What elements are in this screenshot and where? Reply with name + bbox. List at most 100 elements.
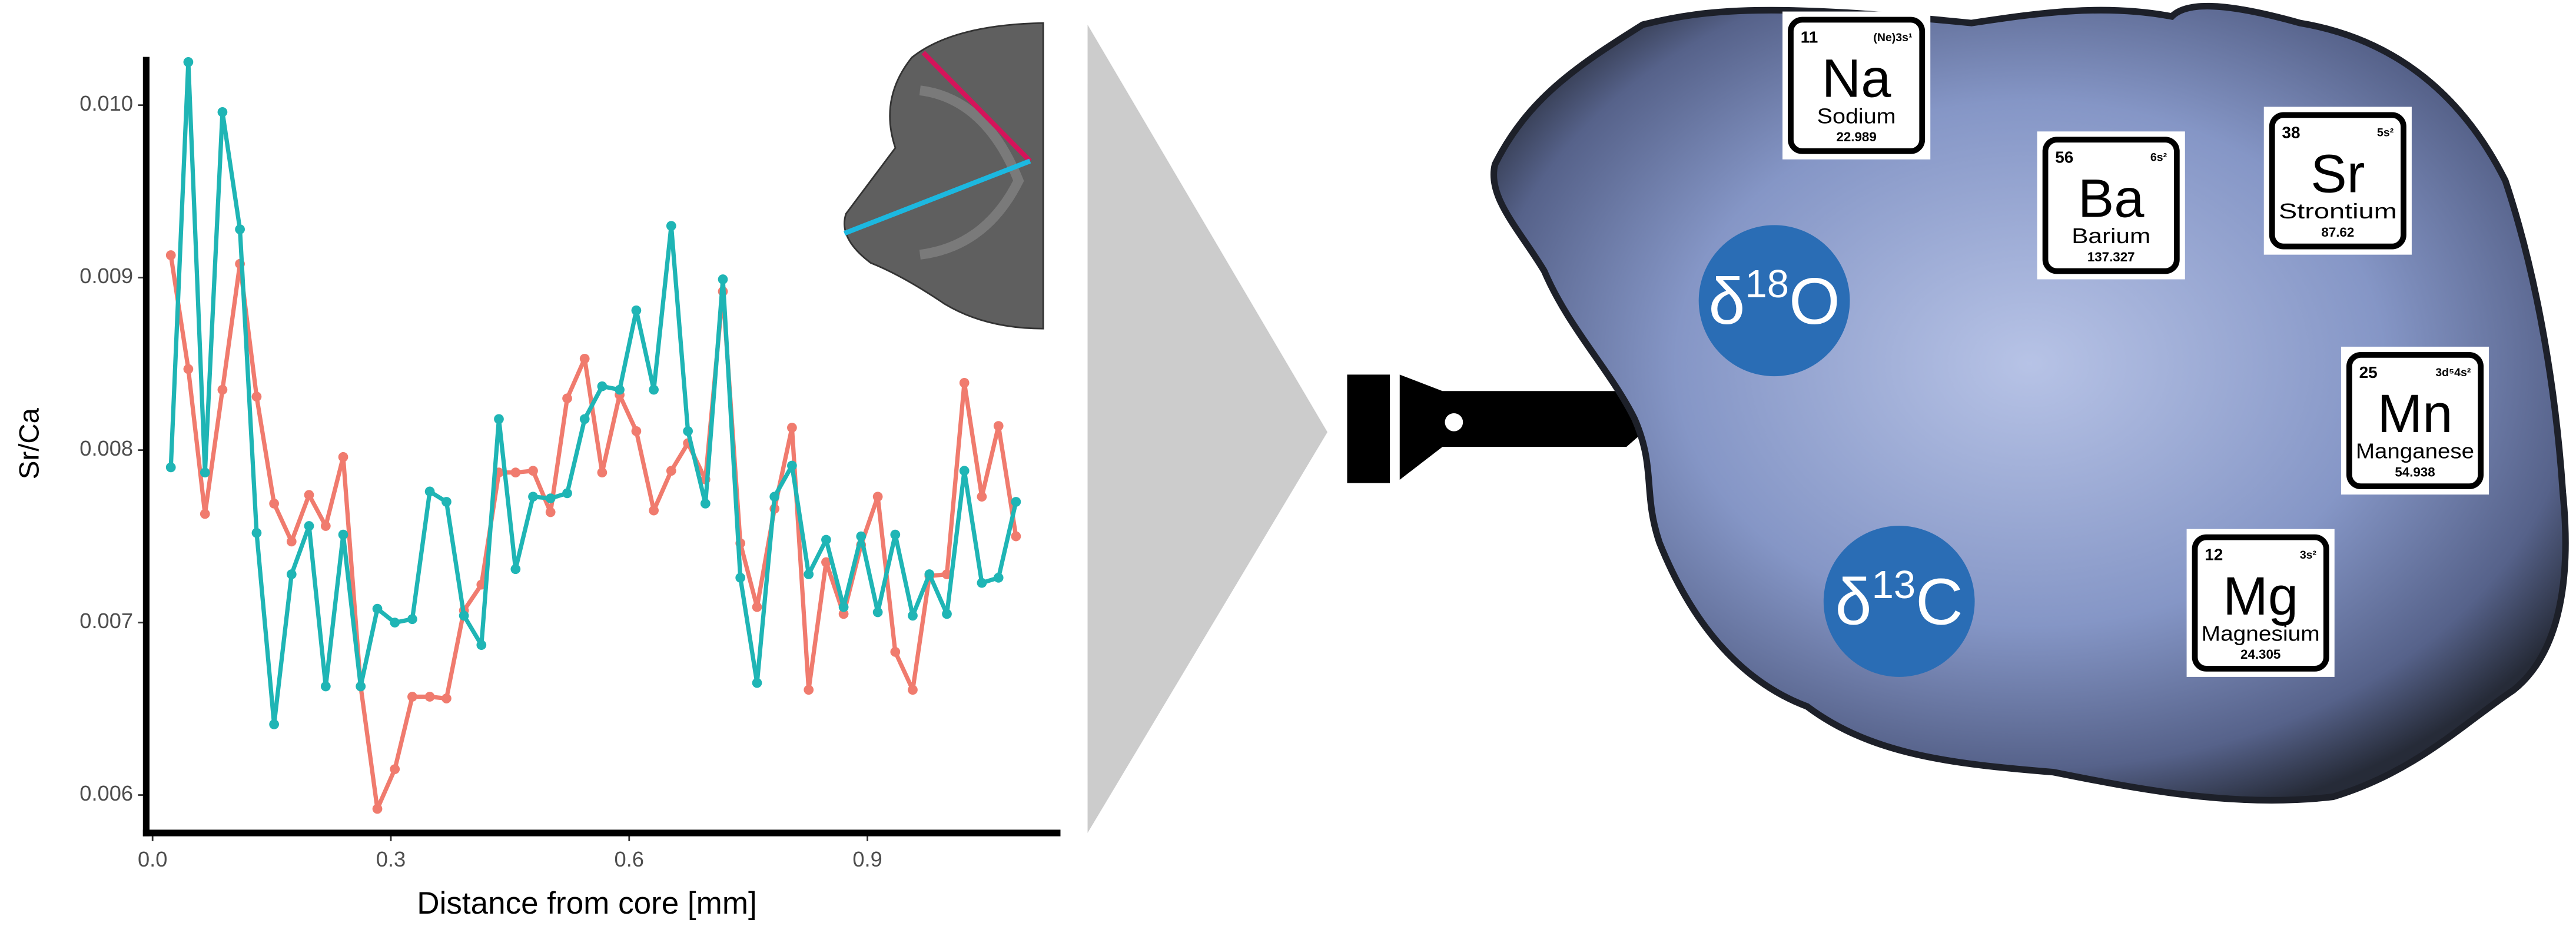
- data-point: [769, 492, 779, 502]
- data-point: [425, 692, 435, 702]
- data-point: [787, 461, 797, 471]
- data-point: [856, 532, 866, 542]
- data-point: [977, 492, 987, 502]
- data-point: [528, 492, 538, 502]
- atomic-number: 38: [2282, 123, 2300, 141]
- data-point: [321, 682, 331, 692]
- isotope-mass: 18: [1745, 262, 1789, 306]
- data-point: [321, 521, 331, 531]
- electron-config: 5s²: [2377, 127, 2394, 140]
- y-tick-label: 0.009: [79, 264, 133, 288]
- data-point: [390, 764, 400, 774]
- data-point: [890, 647, 900, 657]
- atomic-number: 11: [1801, 28, 1818, 47]
- y-tick-label: 0.008: [79, 436, 133, 460]
- element-tile: 385s²SrStrontium87.62: [2264, 107, 2412, 254]
- isotope-marker: δ18O: [1699, 225, 1850, 376]
- data-point: [752, 602, 762, 612]
- data-point: [873, 492, 883, 502]
- data-point: [287, 536, 297, 546]
- data-point: [908, 610, 918, 620]
- element-name: Sodium: [1817, 104, 1896, 128]
- electron-config: 3d⁵4s²: [2435, 366, 2471, 379]
- data-point: [287, 569, 297, 579]
- data-point: [356, 682, 366, 692]
- data-point: [666, 466, 676, 476]
- data-point: [494, 414, 504, 424]
- element-symbol: Ba: [2078, 168, 2145, 228]
- data-point: [235, 224, 245, 234]
- element-name: Manganese: [2356, 439, 2474, 463]
- data-point: [425, 487, 435, 497]
- data-point: [683, 426, 693, 436]
- electron-config: 6s²: [2150, 151, 2167, 164]
- x-axis-title: Distance from core [mm]: [417, 886, 756, 921]
- data-point: [338, 530, 348, 540]
- data-point: [597, 381, 608, 391]
- inset-otolith: [844, 23, 1043, 328]
- data-point: [269, 719, 279, 729]
- data-point: [304, 521, 314, 531]
- figure: 0.0060.0070.0080.0090.0100.00.30.60.9Dis…: [0, 0, 2576, 926]
- data-point: [1011, 532, 1021, 542]
- data-point: [701, 499, 711, 509]
- series-line: [171, 255, 1016, 809]
- data-point: [960, 378, 970, 388]
- atomic-mass: 87.62: [2321, 225, 2354, 240]
- data-point: [873, 608, 883, 618]
- data-point: [390, 618, 400, 628]
- data-point: [528, 466, 538, 476]
- data-point: [580, 354, 590, 364]
- atomic-number: 56: [2055, 148, 2073, 166]
- data-point: [632, 426, 642, 436]
- isotope-prefix: δ: [1835, 565, 1872, 639]
- electron-config: 3s²: [2300, 549, 2317, 562]
- element-tile: 11 (Ne)3s¹ NaSodium 22.989: [1782, 12, 1930, 160]
- x-tick-label: 0.6: [615, 847, 644, 871]
- data-point: [924, 569, 934, 579]
- data-point: [441, 693, 452, 703]
- isotope-element: C: [1916, 565, 1963, 639]
- data-point: [1011, 497, 1021, 507]
- electron-config: (Ne)3s¹: [1873, 31, 1912, 44]
- data-point: [649, 506, 659, 516]
- flashlight: [1347, 374, 1639, 483]
- y-tick-label: 0.010: [79, 91, 133, 115]
- data-point: [960, 466, 970, 476]
- data-point: [407, 692, 417, 702]
- atomic-mass: 137.327: [2087, 250, 2135, 264]
- data-point: [269, 499, 279, 509]
- element-symbol: Na: [1822, 48, 1891, 109]
- data-point: [476, 640, 486, 650]
- data-point: [804, 685, 814, 695]
- data-point: [632, 306, 642, 316]
- data-point: [510, 467, 520, 477]
- y-tick-label: 0.006: [79, 781, 133, 805]
- data-point: [184, 57, 194, 67]
- data-point: [218, 385, 228, 395]
- data-point: [804, 569, 814, 579]
- atomic-mass: 54.938: [2395, 464, 2435, 479]
- data-point: [166, 250, 176, 260]
- atomic-mass: 24.305: [2240, 647, 2280, 662]
- data-point: [718, 274, 728, 284]
- isotope-mass: 13: [1872, 563, 1916, 607]
- data-point: [787, 423, 797, 433]
- data-point: [890, 530, 900, 540]
- data-point: [252, 391, 262, 401]
- x-tick-label: 0.3: [376, 847, 406, 871]
- element-symbol: Mg: [2223, 566, 2298, 626]
- isotope-marker: δ13C: [1824, 526, 1975, 677]
- data-point: [977, 578, 987, 588]
- data-point: [373, 804, 383, 814]
- data-point: [666, 221, 676, 231]
- y-axis-title: Sr/Ca: [14, 407, 45, 479]
- data-point: [942, 609, 952, 619]
- atomic-mass: 22.989: [1836, 130, 1876, 144]
- data-point: [994, 421, 1004, 431]
- x-tick-label: 0.0: [138, 847, 167, 871]
- element-name: Barium: [2072, 224, 2150, 248]
- data-point: [459, 610, 469, 620]
- x-tick-label: 0.9: [852, 847, 882, 871]
